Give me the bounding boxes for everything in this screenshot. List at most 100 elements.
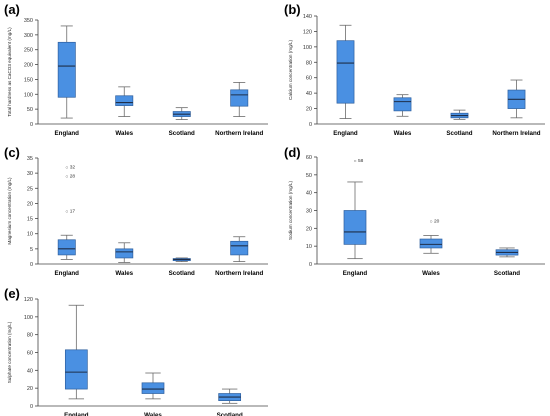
outlier-label: 58 [358,158,364,164]
box-wales: Wales [141,372,165,416]
y-tick-label: 100 [24,315,33,321]
x-category-label: Wales [394,130,412,137]
iqr-box [115,95,134,106]
iqr-box [57,41,76,98]
y-tick-label: 40 [306,191,312,197]
outlier-marker: ○ [65,174,68,180]
iqr-box [419,238,443,249]
panel-label: (b) [284,2,301,17]
x-category-label: Scotland [446,130,472,137]
y-axis-title: Magnesium concentration (mg/L) [7,177,12,245]
chart-panel-0: (a) 0 50 100 150 200 250 300 350 Total hardness a… [4,2,268,137]
box-wales: Wales [115,86,134,137]
iqr-box [115,248,134,259]
y-tick-label: 15 [27,217,33,223]
y-tick-label: 100 [303,45,312,51]
y-tick-label: 5 [30,247,33,253]
outlier-label: 28 [70,174,76,180]
box-scotland: Scotland [446,109,473,137]
chart-panel-4: (e) 0 20 40 60 80 100 120 Sulphate concentration… [4,286,268,416]
y-tick-label: 0 [309,262,312,268]
box-northern-ireland: Northern Ireland [492,79,541,137]
y-tick-label: 10 [27,232,33,238]
x-category-label: Scotland [217,412,243,416]
x-category-label: Northern Ireland [215,130,263,137]
box-england: England [55,234,80,277]
chart-panel-3: (d) 0 10 20 30 40 50 60 Sodium concentration (mg… [284,145,545,277]
y-tick-label: 30 [306,209,312,215]
outlier-marker: ○ [429,219,432,225]
box-scotland: Scotland [217,388,243,416]
y-axis-title: Sodium concentration (mg/L) [288,181,293,240]
x-category-label: Wales [115,270,133,277]
x-category-label: Scotland [169,130,195,137]
outlier-marker: ○ [65,209,68,215]
x-category-label: England [55,270,80,277]
x-category-label: England [64,412,89,416]
box-wales: Wales [115,242,134,277]
y-tick-label: 20 [27,386,33,392]
y-tick-label: 10 [306,244,312,250]
y-tick-label: 350 [24,18,33,24]
box-england: England [343,181,367,277]
y-axis-title: Calcium concentration (mg/L) [288,40,293,100]
x-category-label: Scotland [169,270,195,277]
x-category-label: England [333,130,358,137]
iqr-box [343,210,367,245]
iqr-box [57,239,76,256]
iqr-box [141,382,165,394]
outlier: ○ 20 [429,219,439,226]
iqr-box [230,89,249,107]
y-tick-label: 300 [24,33,33,39]
y-tick-label: 120 [303,29,312,35]
box-scotland: Scotland [169,257,195,277]
y-tick-label: 0 [309,122,312,128]
y-tick-label: 250 [24,48,33,54]
outlier: ○ 32 [65,165,75,172]
y-tick-label: 0 [30,262,33,268]
x-category-label: Northern Ireland [215,270,263,277]
box-northern-ireland: Northern Ireland [215,82,264,137]
x-category-label: Wales [115,130,133,137]
y-tick-label: 20 [306,226,312,232]
y-tick-label: 35 [27,156,33,162]
panel-label: (d) [284,145,301,160]
iqr-box [393,97,412,112]
y-tick-label: 60 [306,155,312,161]
outlier-label: 20 [434,219,440,225]
outlier-marker: ○ [65,165,68,171]
box-wales: Wales [393,94,412,137]
y-tick-label: 40 [27,368,33,374]
outlier: ○ 28 [65,174,75,181]
chart-panel-1: (b) 0 20 40 60 80 100 120 140 Calcium concentrati… [284,2,545,137]
outlier-label: 32 [70,165,76,171]
iqr-box [336,40,355,104]
y-tick-label: 200 [24,63,33,69]
y-tick-label: 60 [27,351,33,357]
y-tick-label: 140 [303,14,312,20]
y-tick-label: 50 [306,173,312,179]
y-tick-label: 0 [30,122,33,128]
outlier: ○ 17 [65,209,75,216]
y-tick-label: 25 [27,186,33,192]
y-tick-label: 30 [27,171,33,177]
y-tick-label: 20 [27,201,33,207]
iqr-box [230,240,249,256]
y-axis-title: Total hardness as CaCO3 equivalent (mg/L… [7,27,12,117]
outlier: ○ 58 [353,158,363,165]
y-tick-label: 150 [24,77,33,83]
box-scotland: Scotland [494,247,520,277]
box-england: England [64,304,89,416]
box-northern-ireland: Northern Ireland [215,236,264,277]
outlier-marker: ○ [353,159,356,165]
x-category-label: Wales [422,270,440,277]
y-tick-label: 0 [30,404,33,410]
box-scotland: Scotland [169,107,195,137]
x-category-label: Northern Ireland [492,130,540,137]
y-tick-label: 20 [306,107,312,113]
y-tick-label: 80 [306,60,312,66]
y-tick-label: 50 [27,107,33,113]
chart-panel-2: (c) 0 5 10 15 20 25 30 35 Magnesium concentration… [4,145,268,277]
box-england: England [333,24,358,137]
